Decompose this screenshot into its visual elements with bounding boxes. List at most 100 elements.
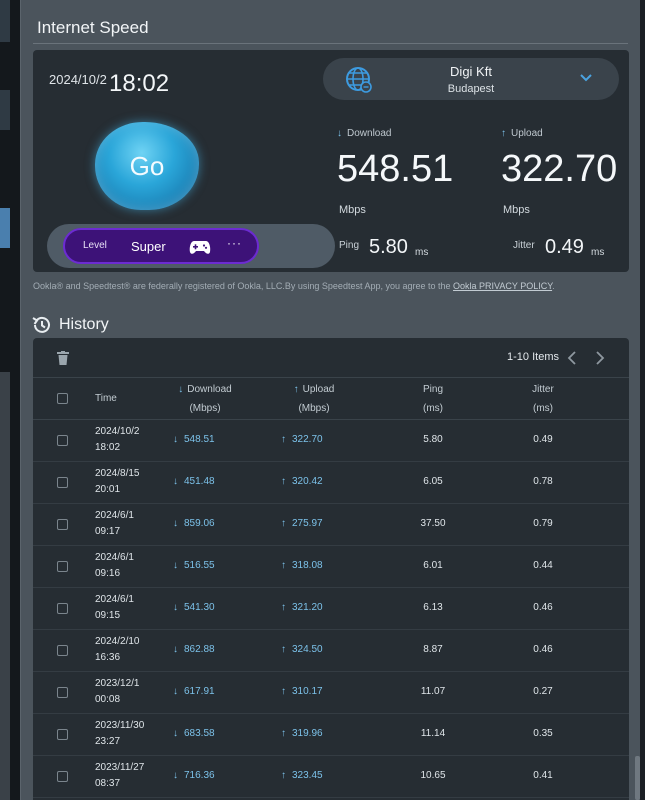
- table-row[interactable]: 2024/8/15 20:01 ↓ 451.48 ↑ 320.42 6.05 0.78: [33, 462, 629, 504]
- row-checkbox[interactable]: [57, 561, 68, 572]
- row-ping: 5.80: [423, 434, 443, 445]
- row-jitter: 0.78: [533, 476, 553, 487]
- row-download: ↓ 683.58: [173, 728, 215, 739]
- row-ping: 37.50: [420, 518, 446, 529]
- history-icon: [32, 316, 50, 333]
- server-city: Budapest: [447, 83, 495, 95]
- test-time: 18:02: [109, 70, 170, 97]
- background-block: [0, 90, 10, 130]
- background-block: [0, 208, 10, 248]
- column-time: Time: [95, 393, 117, 404]
- row-download: ↓ 541.30: [173, 602, 215, 613]
- row-ping: 6.13: [423, 602, 443, 613]
- table-row[interactable]: 2024/6/1 09:15 ↓ 541.30 ↑ 321.20 6.13 0.46: [33, 588, 629, 630]
- server-selector[interactable]: Digi Kft Budapest: [323, 58, 619, 100]
- table-row[interactable]: 2024/6/1 09:17 ↓ 859.06 ↑ 275.97 37.50 0.79: [33, 504, 629, 546]
- column-jitter: Jitter (ms): [532, 384, 554, 414]
- row-checkbox[interactable]: [57, 729, 68, 740]
- row-ping: 6.01: [423, 560, 443, 571]
- row-download: ↓ 548.51: [173, 434, 215, 445]
- row-download: ↓ 862.88: [173, 644, 215, 655]
- row-download: ↓ 451.48: [173, 476, 215, 487]
- jitter-unit: ms: [591, 247, 605, 258]
- row-checkbox[interactable]: [57, 687, 68, 698]
- upload-value: 322.70: [501, 148, 618, 190]
- legal-end: .: [552, 281, 555, 291]
- row-datetime: 2023/11/30 23:27: [95, 720, 145, 747]
- row-ping: 11.14: [420, 728, 446, 739]
- speed-test-card: 2024/10/2 18:02 Digi Kft Budapest Go Lev…: [33, 50, 629, 272]
- chevron-left-icon[interactable]: [565, 350, 579, 366]
- row-datetime: 2023/11/27 08:37: [95, 762, 145, 789]
- upload-label: ↑ Upload: [501, 128, 543, 139]
- table-row[interactable]: 2023/11/27 08:37 ↓ 716.36 ↑ 323.45 10.65 0.…: [33, 756, 629, 798]
- row-upload: ↑ 322.70: [281, 434, 323, 445]
- level-bar: Level Super ···: [47, 224, 335, 268]
- table-row[interactable]: 2024/2/10 16:36 ↓ 862.88 ↑ 324.50 8.87 0.46: [33, 630, 629, 672]
- download-arrow-icon: ↓: [178, 384, 184, 395]
- go-button[interactable]: Go: [95, 122, 199, 210]
- row-checkbox[interactable]: [57, 603, 68, 614]
- row-upload: ↑ 319.96: [281, 728, 323, 739]
- legal-notice: Ookla® and Speedtest® are federally regi…: [33, 281, 629, 291]
- row-download: ↓ 617.91: [173, 686, 215, 697]
- row-jitter: 0.46: [533, 602, 553, 613]
- row-upload: ↑ 320.42: [281, 476, 323, 487]
- chevron-down-icon: [580, 74, 592, 82]
- row-ping: 10.65: [420, 770, 446, 781]
- chevron-right-icon[interactable]: [593, 350, 607, 366]
- row-checkbox[interactable]: [57, 519, 68, 530]
- table-row[interactable]: 2023/11/30 23:27 ↓ 683.58 ↑ 319.96 11.14 0.…: [33, 714, 629, 756]
- page-title: Internet Speed: [37, 18, 149, 37]
- download-arrow-icon: ↓: [337, 128, 342, 139]
- row-jitter: 0.41: [533, 770, 553, 781]
- row-datetime: 2024/8/15 20:01: [95, 468, 140, 495]
- row-download: ↓ 859.06: [173, 518, 215, 529]
- table-header: Time ↓ Download (Mbps) ↑ Upload (Mbps) Ping(…: [33, 378, 629, 420]
- background-window-strip: [0, 0, 22, 800]
- internet-speed-panel: Internet Speed 2024/10/2 18:02 Digi Kft …: [20, 0, 640, 800]
- row-jitter: 0.27: [533, 686, 553, 697]
- row-checkbox[interactable]: [57, 435, 68, 446]
- background-block: [0, 0, 10, 42]
- table-row[interactable]: 2023/12/1 00:08 ↓ 617.91 ↑ 310.17 11.07 0.2…: [33, 672, 629, 714]
- privacy-policy-link[interactable]: Ookla PRIVACY POLICY: [453, 281, 553, 291]
- globe-icon: [346, 67, 372, 93]
- gamepad-icon: [189, 241, 211, 254]
- row-upload: ↑ 318.08: [281, 560, 323, 571]
- server-name: Digi Kft: [450, 64, 492, 79]
- select-all-checkbox[interactable]: [57, 393, 68, 404]
- ping-label: Ping: [339, 240, 360, 251]
- trash-icon[interactable]: [57, 351, 69, 365]
- scrollbar-thumb[interactable]: [635, 756, 640, 800]
- row-ping: 8.87: [423, 644, 443, 655]
- row-checkbox[interactable]: [57, 645, 68, 656]
- upload-arrow-icon: ↑: [501, 128, 506, 139]
- table-row[interactable]: 2024/10/2 18:02 ↓ 548.51 ↑ 322.70 5.80 0.49: [33, 420, 629, 462]
- row-jitter: 0.35: [533, 728, 553, 739]
- row-upload: ↑ 321.20: [281, 602, 323, 613]
- row-datetime: 2024/6/1 09:16: [95, 552, 134, 579]
- column-download: ↓ Download (Mbps): [178, 384, 232, 414]
- column-ping: Ping (ms): [422, 384, 443, 414]
- level-pill[interactable]: Level Super ···: [63, 228, 259, 264]
- row-datetime: 2024/6/1 09:15: [95, 594, 134, 621]
- row-datetime: 2024/2/10 16:36: [95, 636, 140, 663]
- divider: [33, 43, 628, 44]
- row-checkbox[interactable]: [57, 477, 68, 488]
- row-ping: 6.05: [423, 476, 443, 487]
- history-title: History: [59, 316, 109, 333]
- row-datetime: 2024/6/1 09:17: [95, 510, 134, 537]
- history-table: 1-10 Items Time ↓ Download (Mbps) ↑ Upload(…: [33, 338, 629, 800]
- row-checkbox[interactable]: [57, 771, 68, 782]
- row-datetime: 2023/12/1 00:08: [95, 678, 140, 705]
- download-unit: Mbps: [339, 204, 366, 216]
- row-upload: ↑ 324.50: [281, 644, 323, 655]
- more-options-button[interactable]: ···: [227, 236, 242, 250]
- upload-arrow-icon: ↑: [293, 384, 299, 395]
- table-row[interactable]: 2024/6/1 09:16 ↓ 516.55 ↑ 318.08 6.01 0.44: [33, 546, 629, 588]
- row-ping: 11.07: [420, 686, 446, 697]
- row-upload: ↑ 310.17: [281, 686, 323, 697]
- jitter-value: 0.49: [545, 236, 584, 258]
- row-jitter: 0.79: [533, 518, 553, 529]
